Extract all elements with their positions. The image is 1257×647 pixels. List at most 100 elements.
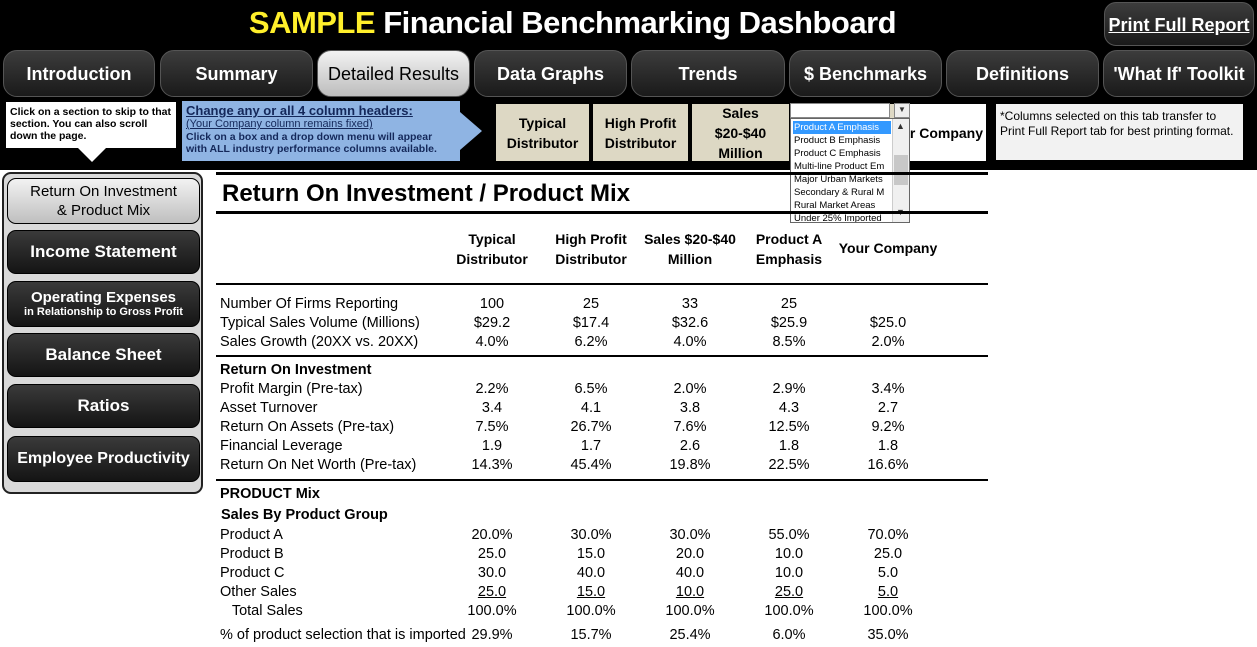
table-cell: 5.0 [877,584,899,600]
table-cell: 2.0% [871,334,905,350]
tab-detailed-results[interactable]: Detailed Results [317,50,470,97]
table-cell: 14.3% [471,457,513,473]
tab-benchmarks[interactable]: $ Benchmarks [789,50,942,97]
table-cell: 30.0% [669,527,711,543]
dropdown-button[interactable]: ▼ [894,103,910,118]
table-cell: $29.2 [473,315,511,331]
table-cell: 15.7% [570,627,612,643]
table-cell: $32.6 [671,315,709,331]
column-header-line: Product A [755,231,823,247]
nav-sublabel: & Product Mix [56,202,151,219]
column-dropdown-input[interactable] [790,103,890,118]
transfer-note: *Columns selected on this tab transfer t… [996,104,1243,160]
nav-operating-expenses[interactable]: Operating Expenses in Relationship to Gr… [7,281,200,327]
column-selector-label: ur Company [901,124,983,141]
scrollbar-thumb[interactable] [894,155,908,185]
column-header-line: Sales $20-$40 [644,231,736,247]
nav-label: Balance Sheet [45,345,162,364]
table-cell: 30.0 [477,565,507,581]
column-header-line: Typical [468,231,516,247]
table-cell: 2.7 [877,400,899,416]
chevron-up-icon[interactable]: ▲ [896,121,905,131]
table-cell: 100.0% [764,603,814,619]
instructions-subtitle: (Your Company column remains fixed) [186,118,373,130]
column-selector-2[interactable]: High Profit Distributor [593,104,688,161]
dropdown-option[interactable]: Product C Emphasis [794,148,881,159]
nav-ratios[interactable]: Ratios [7,384,200,428]
row-label: % of product selection that is imported [220,627,466,643]
table-cell: 9.2% [871,419,905,435]
dropdown-option[interactable]: Secondary & Rural M [794,187,885,198]
table-cell: 30.0% [570,527,612,543]
table-cell: 70.0% [867,527,909,543]
tab-trends[interactable]: Trends [631,50,785,97]
row-label: Typical Sales Volume (Millions) [220,315,420,331]
table-cell: 8.5% [772,334,806,350]
nav-balance-sheet[interactable]: Balance Sheet [7,333,200,377]
column-selector-3[interactable]: Sales $20-$40 Million [692,104,789,161]
tab-what-if-toolkit[interactable]: 'What If' Toolkit [1103,50,1255,97]
table-cell: 10.0 [675,584,705,600]
column-header: Typical Distributor [442,229,542,269]
nav-return-on-investment[interactable]: Return On Investment & Product Mix [7,178,200,224]
tab-introduction[interactable]: Introduction [3,50,155,97]
column-header-line: High Profit [555,231,627,247]
table-cell: 33 [681,296,699,312]
table-cell: 10.0 [774,546,804,562]
dropdown-option[interactable]: Major Urban Markets [794,174,883,185]
dropdown-option[interactable]: Under 25% Imported [794,213,882,223]
tab-data-graphs[interactable]: Data Graphs [474,50,627,97]
dropdown-option[interactable]: Product A Emphasis [793,121,891,134]
nav-sublabel: in Relationship to Gross Profit [24,306,183,318]
table-cell: 100.0% [863,603,913,619]
tab-summary[interactable]: Summary [160,50,313,97]
row-label: Other Sales [220,584,297,600]
table-cell: 3.4 [481,400,503,416]
table-cell: 25.0 [477,546,507,562]
table-cell: 45.4% [570,457,612,473]
chevron-down-icon: ▼ [898,105,906,114]
column-selector-label: Typical Distributor [506,114,579,151]
table-cell: 2.9% [772,381,806,397]
table-cell: 4.1 [580,400,602,416]
column-selector-1[interactable]: Typical Distributor [496,104,589,161]
table-cell: 12.5% [768,419,810,435]
divider [216,283,988,285]
table-cell: 3.8 [679,400,701,416]
section-heading: PRODUCT Mix [220,486,320,502]
table-cell: 15.0 [576,546,606,562]
tab-definitions[interactable]: Definitions [946,50,1099,97]
section-heading: Return On Investment [220,362,372,378]
dropdown-option[interactable]: Multi-line Product Em [794,161,885,172]
nav-income-statement[interactable]: Income Statement [7,230,200,274]
row-label: Profit Margin (Pre-tax) [220,381,363,397]
column-selector-label: High Profit Distributor [604,114,677,151]
header-bar: SAMPLE Financial Benchmarking Dashboard … [0,0,1257,223]
row-label: Return On Assets (Pre-tax) [220,419,395,435]
section-nav: Return On Investment & Product Mix Incom… [2,172,203,494]
nav-employee-productivity[interactable]: Employee Productivity [7,436,200,482]
table-cell: 1.7 [580,438,602,454]
column-header: High Profit Distributor [541,229,641,269]
column-header-line: Distributor [456,251,528,267]
down-arrow-icon [78,148,106,162]
table-cell: 35.0% [867,627,909,643]
table-cell: 6.5% [574,381,608,397]
dropdown-option[interactable]: Rural Market Areas [794,200,876,211]
nav-label: Operating Expenses [30,289,177,306]
table-cell: 1.8 [778,438,800,454]
table-cell: 25.0 [477,584,507,600]
print-full-report-button[interactable]: Print Full Report [1104,2,1254,46]
table-cell: 15.0 [576,584,606,600]
table-cell: 5.0 [877,565,899,581]
title-highlight: SAMPLE [248,5,376,40]
column-dropdown-list[interactable]: Product A Emphasis Product B Emphasis Pr… [790,118,910,223]
table-cell: 10.0 [774,565,804,581]
dropdown-option[interactable]: Product B Emphasis [794,135,881,146]
table-cell: 100.0% [665,603,715,619]
nav-label: Ratios [77,396,130,415]
table-cell: 4.3 [778,400,800,416]
divider [216,355,988,357]
results-table: Return On Investment / Product Mix Typic… [216,172,988,647]
